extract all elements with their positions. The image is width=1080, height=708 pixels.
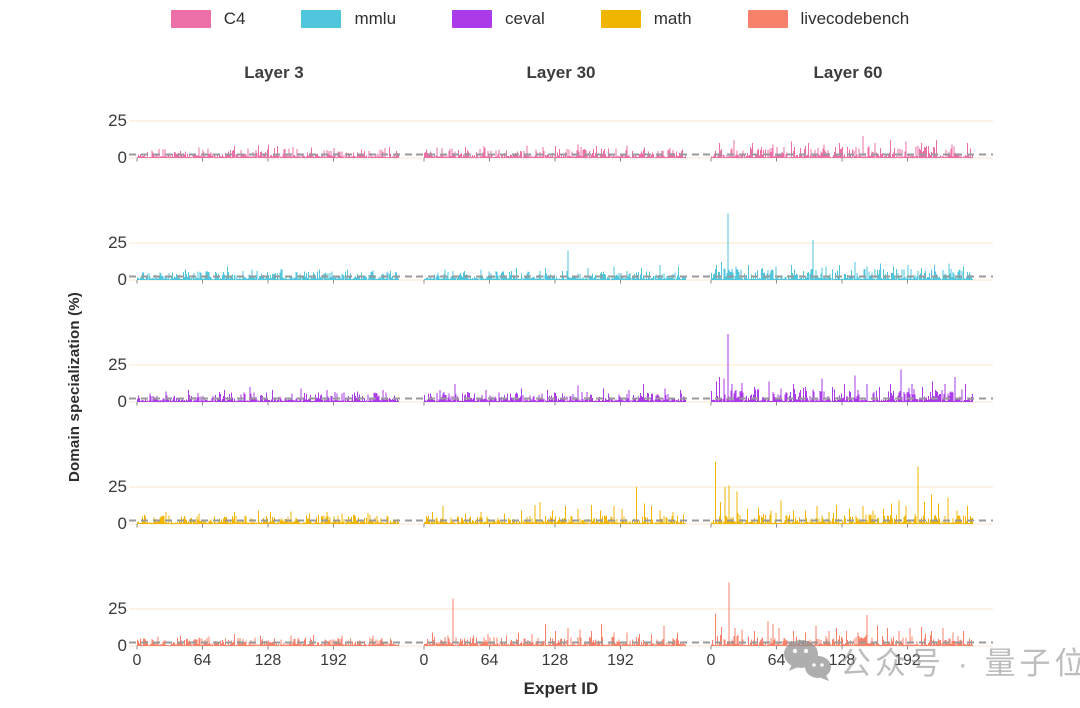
layer-title-3: Layer 3 bbox=[244, 63, 304, 82]
x-tick-label: 128 bbox=[541, 652, 569, 669]
legend-label: math bbox=[653, 9, 692, 28]
panel-ceval-layer30 bbox=[416, 332, 706, 454]
y-tick-label: 25 bbox=[108, 599, 127, 618]
panel-svg bbox=[416, 598, 706, 650]
layer-title-60: Layer 60 bbox=[813, 63, 883, 82]
x-tick-label: 0 bbox=[419, 652, 429, 669]
panel-svg bbox=[416, 364, 706, 406]
y-tick-label: 0 bbox=[117, 514, 127, 533]
panel-svg bbox=[129, 364, 419, 406]
legend: C4 mmlu ceval math livecodebench bbox=[0, 9, 1080, 29]
x-tick-label: 64 bbox=[193, 652, 212, 669]
legend-label: livecodebench bbox=[800, 9, 910, 28]
legend-swatch-math bbox=[600, 10, 641, 28]
x-tick-label: 192 bbox=[894, 652, 921, 669]
legend-swatch-mmlu bbox=[301, 10, 342, 28]
x-tick-label: 0 bbox=[706, 652, 716, 669]
panel-svg bbox=[703, 333, 993, 406]
bars-math bbox=[137, 510, 399, 524]
panel-svg bbox=[129, 608, 419, 650]
legend-item-math[interactable]: math bbox=[600, 9, 692, 29]
x-tick-label: 192 bbox=[607, 652, 634, 669]
x-tick-label: 128 bbox=[828, 652, 856, 669]
panel-svg bbox=[416, 242, 706, 284]
panel-ceval-layer60 bbox=[703, 332, 993, 454]
bars-math bbox=[711, 461, 973, 524]
x-axis-label: Expert ID bbox=[523, 679, 599, 698]
x-tick-label: 64 bbox=[767, 652, 786, 669]
panel-svg bbox=[129, 242, 419, 284]
legend-swatch-livecodebench bbox=[747, 10, 788, 28]
chart-row-livecodebench: 25 0 0 64 128 192 0 64 128 192 0 64 128 192 bbox=[0, 576, 1080, 698]
legend-item-C4[interactable]: C4 bbox=[170, 9, 246, 29]
legend-swatch-C4 bbox=[170, 10, 211, 28]
chart-row-C4: 25 0 bbox=[0, 88, 1080, 210]
x-tick-label: 192 bbox=[320, 652, 347, 669]
y-tick-label: 0 bbox=[117, 392, 127, 411]
y-tick-label: 25 bbox=[108, 477, 127, 496]
legend-label: mmlu bbox=[354, 9, 397, 28]
bars-livecodebench bbox=[424, 598, 686, 646]
panel-C4-layer3 bbox=[129, 88, 419, 210]
legend-label: C4 bbox=[223, 9, 246, 28]
panel-svg bbox=[703, 120, 993, 162]
legend-item-ceval[interactable]: ceval bbox=[452, 9, 545, 29]
bars-mmlu bbox=[137, 266, 399, 280]
y-tick-label: 25 bbox=[108, 233, 127, 252]
legend-item-livecodebench[interactable]: livecodebench bbox=[747, 9, 910, 29]
panel-svg bbox=[703, 461, 993, 528]
panel-mmlu-layer3 bbox=[129, 210, 419, 332]
panel-math-layer60 bbox=[703, 454, 993, 576]
panel-svg bbox=[703, 582, 993, 650]
bars-math bbox=[424, 487, 686, 524]
y-tick-label: 25 bbox=[108, 355, 127, 374]
panel-mmlu-layer30 bbox=[416, 210, 706, 332]
panel-C4-layer30 bbox=[416, 88, 706, 210]
legend-label: ceval bbox=[505, 9, 545, 28]
panel-svg bbox=[416, 120, 706, 162]
chart-rows: 25 0 25 0 25 0 25 0 25 0 0 64 128 192 0 64 128 192 0 64 128 1… bbox=[0, 88, 1080, 698]
chart-row-math: 25 0 bbox=[0, 454, 1080, 576]
y-tick-label: 0 bbox=[117, 270, 127, 289]
y-tick-label: 0 bbox=[117, 148, 127, 167]
bars-livecodebench bbox=[137, 634, 399, 646]
x-tick-label: 128 bbox=[254, 652, 282, 669]
bars-ceval bbox=[137, 387, 399, 402]
panel-math-layer30 bbox=[416, 454, 706, 576]
panel-C4-layer60 bbox=[703, 88, 993, 210]
bars-mmlu bbox=[711, 213, 973, 280]
bars-livecodebench bbox=[711, 582, 973, 646]
bars-mmlu bbox=[424, 250, 686, 280]
bars-C4 bbox=[137, 144, 399, 158]
panel-svg bbox=[703, 213, 993, 284]
y-tick-label: 25 bbox=[108, 111, 127, 130]
panel-livecodebench-layer60: 0 64 128 192 bbox=[703, 576, 993, 698]
x-tick-label: 0 bbox=[132, 652, 142, 669]
panel-ceval-layer3 bbox=[129, 332, 419, 454]
legend-swatch-ceval bbox=[452, 10, 493, 28]
panel-mmlu-layer60 bbox=[703, 210, 993, 332]
panel-livecodebench-layer3: 0 64 128 192 bbox=[129, 576, 419, 698]
bars-ceval bbox=[711, 333, 973, 402]
layer-title-30: Layer 30 bbox=[526, 63, 596, 82]
y-tick-label: 0 bbox=[117, 636, 127, 655]
panel-livecodebench-layer30: 0 64 128 192 bbox=[416, 576, 706, 698]
legend-item-mmlu[interactable]: mmlu bbox=[301, 9, 396, 29]
x-tick-label: 64 bbox=[480, 652, 499, 669]
bars-C4 bbox=[424, 144, 686, 158]
panel-svg bbox=[129, 120, 419, 162]
chart-row-ceval: 25 0 bbox=[0, 332, 1080, 454]
chart-row-mmlu: 25 0 bbox=[0, 210, 1080, 332]
panel-svg bbox=[129, 486, 419, 528]
panel-svg bbox=[416, 486, 706, 528]
panel-math-layer3 bbox=[129, 454, 419, 576]
